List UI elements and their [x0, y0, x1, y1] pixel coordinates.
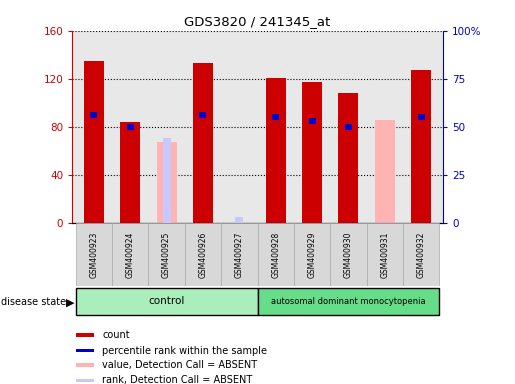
- Text: GSM400926: GSM400926: [198, 231, 208, 278]
- Bar: [76, 333, 94, 337]
- Bar: [258, 288, 439, 315]
- Bar: [76, 223, 112, 286]
- Bar: [163, 138, 170, 223]
- Bar: [112, 223, 148, 286]
- Bar: [308, 118, 316, 124]
- Bar: [76, 288, 258, 315]
- Text: GSM400931: GSM400931: [380, 231, 389, 278]
- Text: GSM400929: GSM400929: [307, 231, 317, 278]
- Text: GSM400927: GSM400927: [235, 231, 244, 278]
- Bar: [345, 124, 352, 130]
- Text: GSM400930: GSM400930: [344, 231, 353, 278]
- Text: GSM400932: GSM400932: [417, 231, 425, 278]
- Bar: [330, 223, 367, 286]
- Text: rank, Detection Call = ABSENT: rank, Detection Call = ABSENT: [102, 376, 253, 384]
- Bar: [157, 142, 177, 223]
- Text: GSM400928: GSM400928: [271, 231, 280, 278]
- Bar: [121, 122, 140, 223]
- Text: control: control: [148, 296, 185, 306]
- Bar: [76, 349, 94, 353]
- Bar: [375, 119, 394, 223]
- Bar: [91, 113, 97, 118]
- Text: disease state: disease state: [1, 297, 66, 307]
- Bar: [367, 223, 403, 286]
- Text: ▶: ▶: [66, 297, 75, 307]
- Bar: [338, 93, 358, 223]
- Bar: [294, 223, 330, 286]
- Bar: [76, 363, 94, 367]
- Bar: [411, 70, 431, 223]
- Text: GSM400924: GSM400924: [126, 231, 135, 278]
- Bar: [148, 223, 185, 286]
- Bar: [266, 78, 286, 223]
- Bar: [193, 63, 213, 223]
- Title: GDS3820 / 241345_at: GDS3820 / 241345_at: [184, 15, 331, 28]
- Text: autosomal dominant monocytopenia: autosomal dominant monocytopenia: [271, 297, 426, 306]
- Bar: [302, 82, 322, 223]
- Text: count: count: [102, 330, 130, 340]
- Bar: [235, 217, 243, 223]
- Bar: [258, 223, 294, 286]
- Text: value, Detection Call = ABSENT: value, Detection Call = ABSENT: [102, 360, 258, 370]
- Bar: [418, 114, 424, 120]
- Bar: [221, 223, 258, 286]
- Bar: [76, 379, 94, 382]
- Bar: [84, 61, 104, 223]
- Bar: [272, 114, 279, 120]
- Bar: [199, 113, 207, 118]
- Bar: [185, 223, 221, 286]
- Bar: [127, 124, 134, 130]
- Text: percentile rank within the sample: percentile rank within the sample: [102, 346, 267, 356]
- Bar: [403, 223, 439, 286]
- Text: GSM400923: GSM400923: [90, 231, 98, 278]
- Text: GSM400925: GSM400925: [162, 231, 171, 278]
